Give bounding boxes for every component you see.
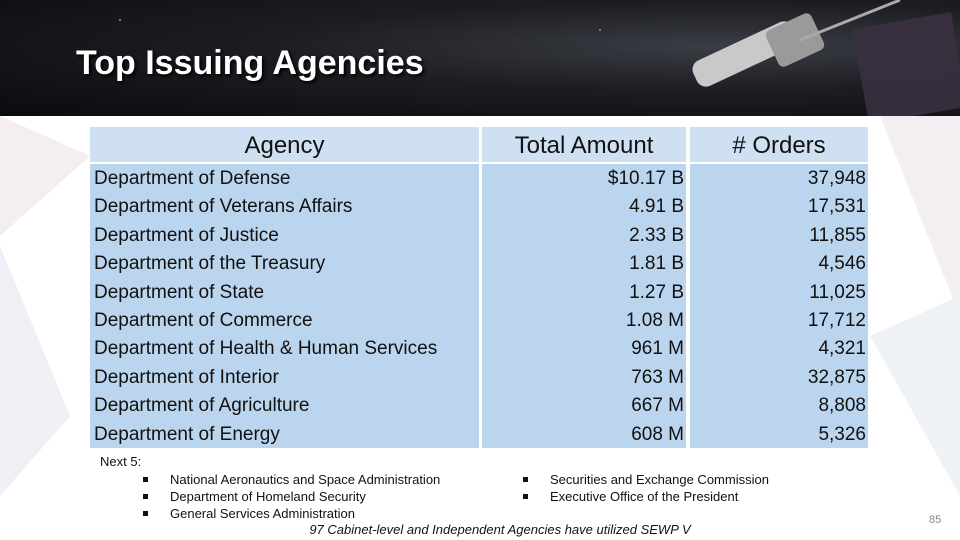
table-cell: Department of Agriculture	[90, 391, 479, 420]
banner	[0, 0, 960, 124]
table-cell: 763 M	[482, 362, 686, 392]
title: Top Issuing Agencies	[76, 44, 424, 82]
table-cell: Department of Energy	[90, 419, 479, 448]
table-cell: 667 M	[482, 391, 686, 420]
table-cell: 608 M	[482, 419, 686, 448]
table-cell: $10.17 B	[482, 164, 686, 193]
column-header: Agency	[90, 127, 479, 162]
table-cell: Department of Justice	[90, 220, 479, 250]
table-cell: Department of Health & Human Services	[90, 334, 479, 363]
list-item: Department of Homeland Security	[170, 489, 366, 504]
table-cell: 32,875	[690, 362, 868, 392]
table-cell: 11,025	[690, 277, 868, 306]
space-image	[119, 0, 960, 124]
table-cell: 1.08 M	[482, 306, 686, 335]
table-cell: 4,321	[690, 334, 868, 363]
next-label: Next 5:	[100, 454, 142, 469]
bullet	[523, 494, 528, 499]
list-item: National Aeronautics and Space Administr…	[170, 472, 441, 487]
column-header: Total Amount	[482, 127, 686, 162]
footnote: 97 Cabinet-level and Independent Agencie…	[309, 522, 691, 537]
table-cell: Department of State	[90, 277, 479, 306]
table-cell: 2.33 B	[482, 220, 686, 250]
table-cell: 8,808	[690, 391, 868, 420]
table-cell: 37,948	[690, 164, 868, 193]
table-cell: 17,712	[690, 306, 868, 335]
bullet	[143, 477, 148, 482]
table-cell: Department of the Treasury	[90, 249, 479, 278]
table-cell: 4,546	[690, 249, 868, 278]
bullet	[143, 494, 148, 499]
page-number: 85	[929, 514, 942, 526]
column-header: # Orders	[690, 127, 868, 162]
table-cell: Department of Interior	[90, 362, 479, 392]
list-item: General Services Administration	[170, 506, 355, 521]
table-cell: 961 M	[482, 334, 686, 363]
table-cell: 1.27 B	[482, 277, 686, 306]
table-cell: Department of Defense	[90, 164, 479, 193]
bullet	[523, 477, 528, 482]
table-cell: Department of Veterans Affairs	[90, 192, 479, 221]
table-cell: 5,326	[690, 419, 868, 448]
table-cell: Department of Commerce	[90, 306, 479, 335]
table-cell: 1.81 B	[482, 249, 686, 278]
table-cell: 4.91 B	[482, 192, 686, 221]
bullet	[143, 511, 148, 516]
list-item: Executive Office of the President	[550, 489, 739, 504]
table-cell: 17,531	[690, 192, 868, 221]
list-item: Securities and Exchange Commission	[550, 472, 769, 487]
background-shapes	[0, 116, 960, 496]
table-cell: 11,855	[690, 220, 868, 250]
